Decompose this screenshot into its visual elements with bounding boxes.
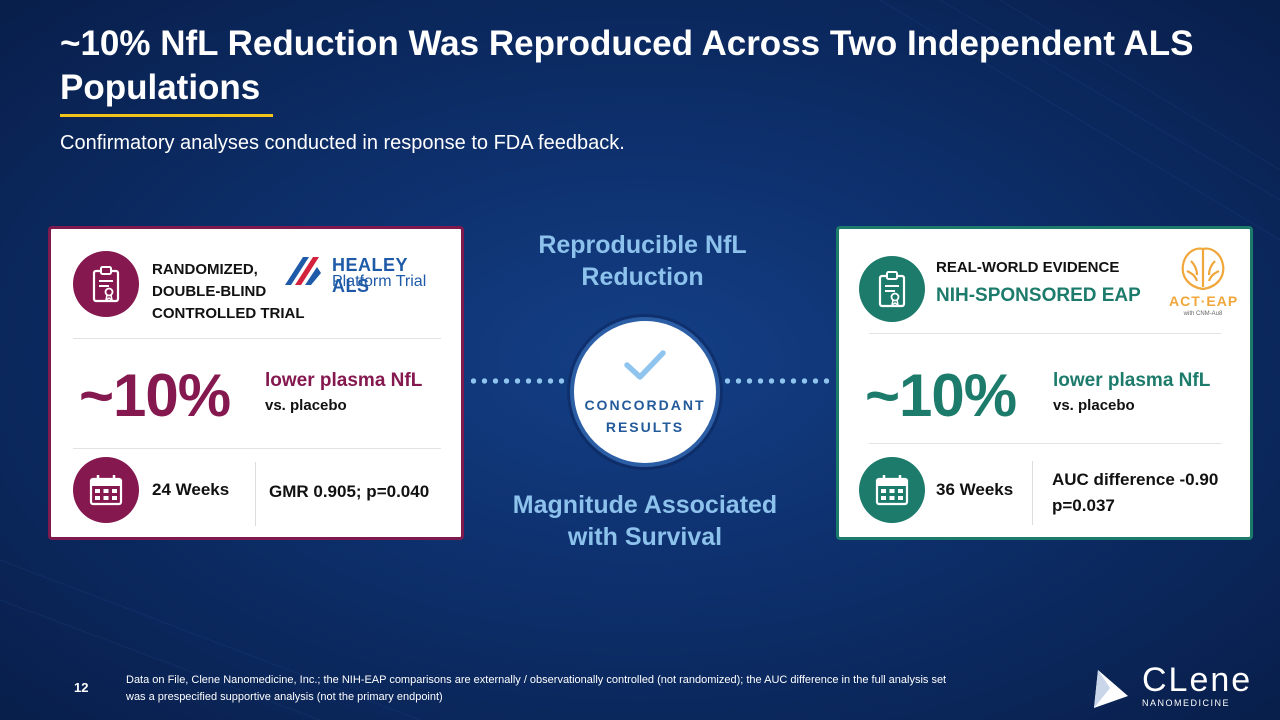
- checkmark-icon: [624, 350, 666, 380]
- card-divider: [869, 443, 1221, 444]
- right-connector-dots: [722, 378, 834, 384]
- trial-statistic: GMR 0.905; p=0.040: [269, 482, 430, 501]
- eap-duration: 36 Weeks: [936, 480, 1014, 499]
- calendar-icon: [73, 457, 139, 523]
- nfl-reduction-percent: ~10%: [79, 362, 231, 429]
- card-divider: [869, 333, 1221, 334]
- rwe-label: REAL-WORLD EVIDENCE: [936, 259, 1120, 276]
- reproducible-label: Reproducible NfL Reduction: [538, 231, 747, 291]
- footnote: Data on File, Clene Nanomedicine, Inc.; …: [126, 674, 947, 703]
- clene-logo: CLene NANOMEDICINE: [1090, 662, 1260, 712]
- clene-sail-icon: [1094, 670, 1128, 708]
- card-vertical-divider: [1032, 461, 1033, 525]
- comparison-label: vs. placebo: [1053, 397, 1135, 414]
- clipboard-certificate-icon: [859, 256, 925, 322]
- trial-type-label: RANDOMIZED, DOUBLE-BLIND CONTROLLED TRIA…: [152, 261, 305, 322]
- clipboard-certificate-icon: [73, 251, 139, 317]
- healey-trial-card: RANDOMIZED, DOUBLE-BLIND CONTROLLED TRIA…: [48, 226, 464, 540]
- card-vertical-divider: [255, 462, 256, 526]
- calendar-icon: [859, 457, 925, 523]
- survival-label: Magnitude Associated with Survival: [512, 491, 778, 551]
- left-connector-dots: [468, 378, 568, 384]
- slide-title: ~10% NfL Reduction Was Reproduced Across…: [60, 24, 1194, 107]
- page-number: 12: [74, 680, 89, 695]
- act-eap-logo: ACT·EAP with CNM-Au8: [1169, 243, 1237, 323]
- title-underline: [60, 114, 273, 117]
- eap-statistic: AUC difference -0.90 p=0.037: [1052, 470, 1219, 515]
- nih-eap-card: REAL-WORLD EVIDENCE NIH-SPONSORED EAP AC…: [836, 226, 1253, 540]
- slide-subtitle: Confirmatory analyses conducted in respo…: [60, 132, 625, 154]
- concordant-label: CONCORDANT: [584, 397, 706, 413]
- healey-als-logo: HEALEY ALS Platform Trial: [279, 255, 439, 296]
- card-divider: [73, 448, 441, 449]
- nih-eap-label: NIH-SPONSORED EAP: [936, 285, 1141, 306]
- nfl-reduction-description: lower plasma NfL: [265, 370, 423, 391]
- comparison-label: vs. placebo: [265, 397, 347, 414]
- trial-duration: 24 Weeks: [152, 480, 230, 499]
- card-divider: [73, 338, 441, 339]
- concordant-results-badge: CONCORDANT RESULTS: [570, 317, 720, 467]
- nfl-reduction-percent: ~10%: [865, 362, 1017, 429]
- results-label: RESULTS: [605, 419, 685, 435]
- nfl-reduction-description: lower plasma NfL: [1053, 370, 1211, 391]
